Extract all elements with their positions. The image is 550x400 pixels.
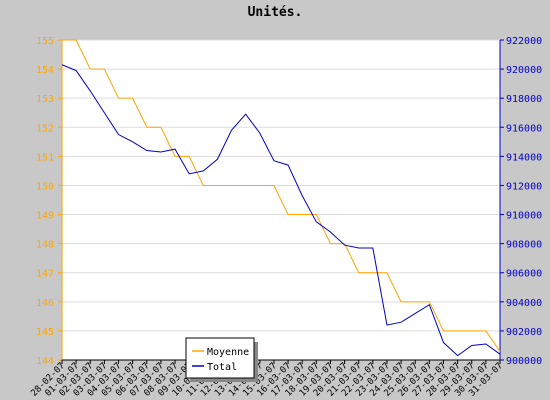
series-line <box>62 39 501 352</box>
y-tick-label: 144 <box>36 356 54 367</box>
y-tick-label: 150 <box>36 181 54 192</box>
y2-tick-label: 910000 <box>506 211 542 222</box>
y2-tick-label: 906000 <box>506 269 542 280</box>
y-tick-label: 145 <box>36 327 54 338</box>
y-tick-label: 147 <box>36 269 54 280</box>
y-tick-label: 148 <box>36 240 54 251</box>
y-tick-label: 154 <box>36 65 54 76</box>
y2-tick-label: 918000 <box>506 94 542 105</box>
y2-tick-label: 912000 <box>506 181 542 192</box>
y-tick-label: 149 <box>36 211 54 222</box>
legend-label: Moyenne <box>207 347 249 358</box>
legend-label: Total <box>207 362 237 373</box>
y2-tick-label: 920000 <box>506 65 542 76</box>
y-tick-label: 152 <box>36 123 54 134</box>
y2-tick-label: 914000 <box>506 152 542 163</box>
y-tick-label: 155 <box>36 36 54 47</box>
y2-tick-label: 916000 <box>506 123 542 134</box>
y2-tick-label: 900000 <box>506 356 542 367</box>
y2-tick-label: 908000 <box>506 240 542 251</box>
series-line <box>61 64 501 357</box>
y-tick-label: 151 <box>36 152 54 163</box>
legend-box <box>185 337 255 379</box>
y2-tick-label: 902000 <box>506 327 542 338</box>
chart-title: Unités. <box>248 5 303 20</box>
y2-tick-label: 922000 <box>506 36 542 47</box>
y2-tick-label: 904000 <box>506 298 542 309</box>
y-tick-label: 146 <box>36 298 54 309</box>
y-tick-label: 153 <box>36 94 54 105</box>
